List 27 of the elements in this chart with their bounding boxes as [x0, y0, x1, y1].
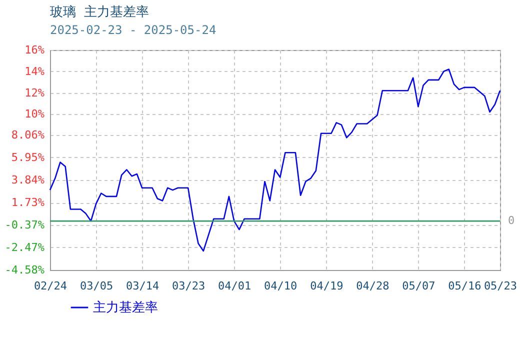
x-tick-label: 05/16: [448, 280, 482, 292]
y-tick-label: 8.06%: [11, 128, 45, 142]
y-tick-label: -2.47%: [4, 240, 45, 254]
y-tick-label: -0.37%: [4, 218, 45, 232]
chart-subtitle: 2025-02-23 - 2025-05-24: [50, 23, 216, 37]
chart-title: 玻璃 主力基差率: [50, 4, 149, 20]
line-series: [49, 68, 501, 252]
x-tick-label: 03/05: [80, 280, 114, 292]
x-tick-label: 04/28: [356, 280, 390, 292]
x-tick-label: 05/07: [402, 280, 436, 292]
y-tick-label: 1.73%: [11, 196, 45, 210]
y-tick-label: 3.84%: [11, 173, 45, 186]
y-tick-label: 5.95%: [11, 150, 45, 164]
legend-label: 主力基差率: [93, 300, 158, 316]
y-tick-label: -4.58%: [4, 264, 45, 276]
ref-line-label: 0: [508, 214, 515, 228]
x-tick-label: 02/24: [34, 280, 68, 292]
x-tick-label: 05/23: [484, 280, 518, 292]
y-tick-label: 14%: [24, 64, 45, 78]
x-tick-label: 03/23: [172, 280, 206, 292]
x-tick-label: 04/19: [310, 280, 344, 292]
y-tick-label: 12%: [24, 86, 45, 100]
x-tick-label: 03/14: [126, 280, 160, 292]
x-tick-label: 04/10: [264, 280, 298, 292]
y-tick-label: 10%: [24, 108, 45, 121]
y-tick-label: 16%: [24, 44, 45, 56]
x-tick-label: 04/01: [218, 280, 252, 292]
